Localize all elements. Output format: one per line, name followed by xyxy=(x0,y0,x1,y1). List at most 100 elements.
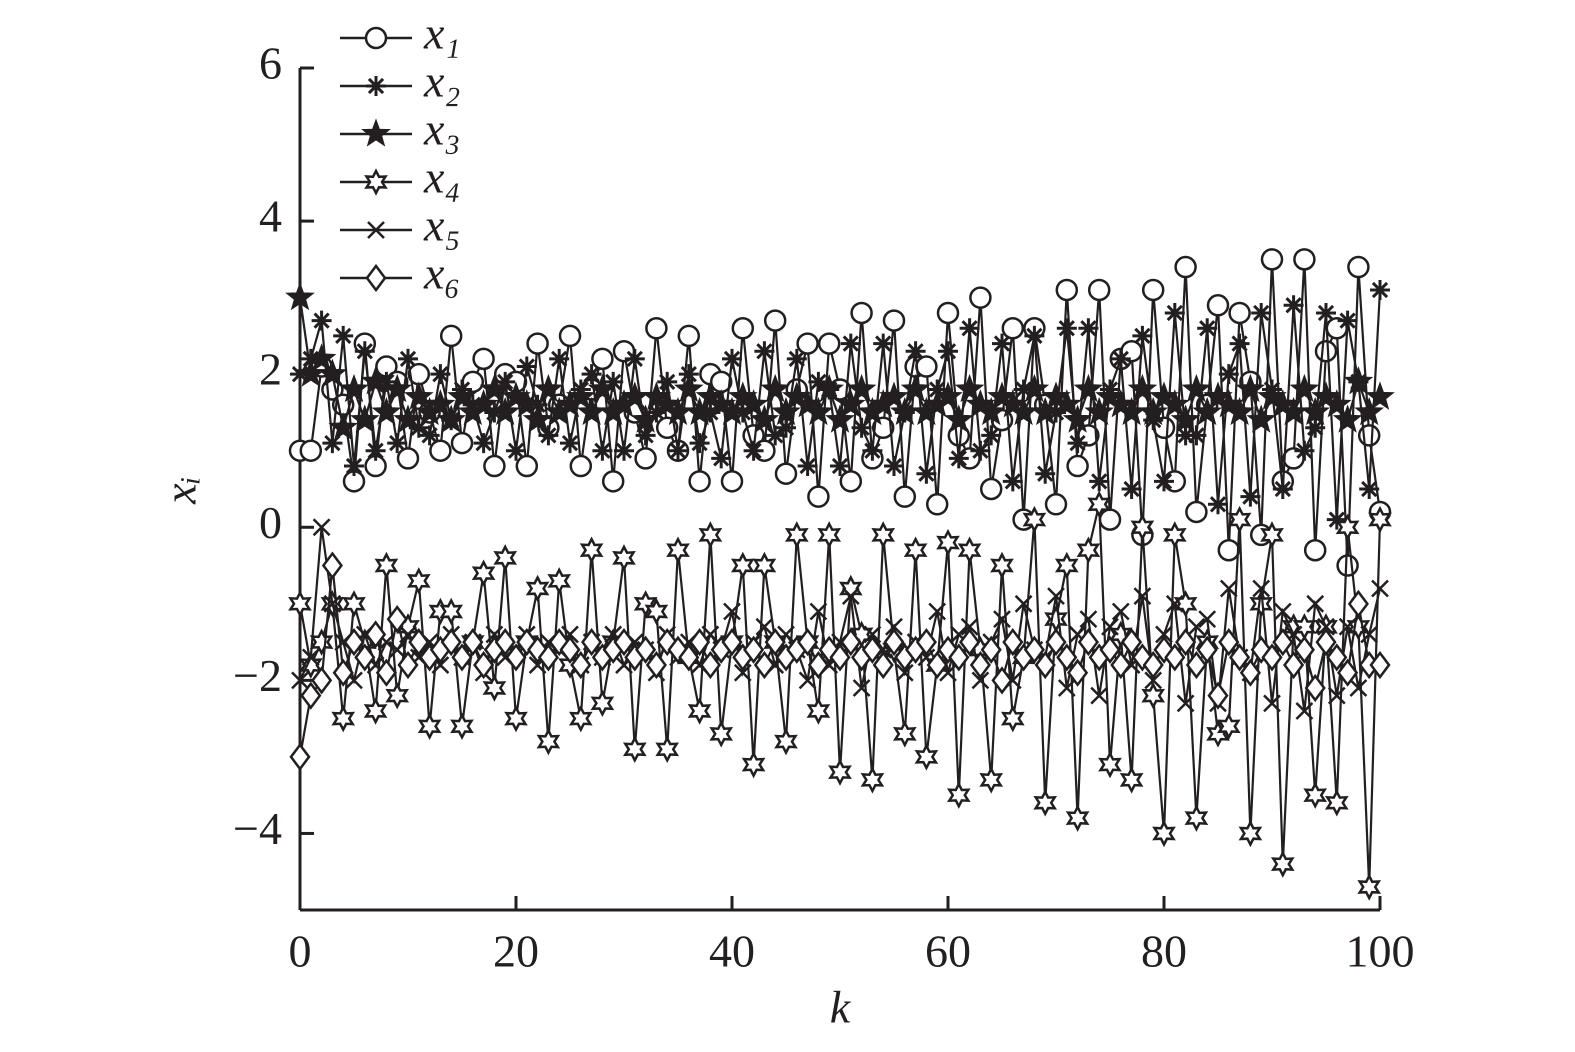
marker xyxy=(439,597,464,626)
marker xyxy=(1030,396,1061,426)
marker xyxy=(776,417,796,438)
marker xyxy=(343,628,365,657)
marker xyxy=(840,628,862,657)
marker xyxy=(493,544,518,572)
marker xyxy=(862,440,883,461)
marker xyxy=(1127,373,1158,403)
y-axis-label: xᵢ xyxy=(155,476,206,505)
marker xyxy=(895,663,914,682)
marker xyxy=(698,521,723,549)
marker xyxy=(798,671,817,690)
marker xyxy=(332,658,354,687)
marker xyxy=(796,332,819,355)
legend-label: x₄ xyxy=(423,152,460,203)
marker xyxy=(872,650,894,680)
marker xyxy=(1208,494,1228,515)
marker xyxy=(1121,479,1142,499)
marker xyxy=(581,628,603,657)
marker xyxy=(1192,396,1223,426)
legend-label: x₆ xyxy=(423,248,460,299)
marker xyxy=(1315,628,1337,657)
marker xyxy=(385,681,410,710)
marker xyxy=(1336,554,1359,577)
marker xyxy=(733,663,752,682)
marker xyxy=(711,448,732,469)
legend-label: x₅ xyxy=(423,200,460,251)
marker xyxy=(1090,686,1109,705)
marker xyxy=(969,286,992,309)
marker xyxy=(349,404,380,433)
marker xyxy=(565,381,596,410)
marker xyxy=(1343,366,1374,395)
marker xyxy=(354,643,376,672)
marker xyxy=(1365,381,1395,410)
marker xyxy=(339,373,369,403)
marker xyxy=(1207,681,1229,710)
marker xyxy=(393,404,423,433)
marker xyxy=(301,648,320,667)
marker xyxy=(807,485,830,508)
marker xyxy=(440,628,462,657)
marker xyxy=(1217,538,1241,562)
marker xyxy=(1371,579,1389,598)
marker xyxy=(311,666,333,695)
marker xyxy=(311,310,332,331)
marker xyxy=(885,617,903,636)
marker xyxy=(1044,493,1068,516)
marker xyxy=(1014,594,1033,613)
marker xyxy=(515,454,539,478)
marker xyxy=(1246,404,1277,433)
legend-marker xyxy=(364,26,388,50)
marker xyxy=(1304,673,1326,703)
marker xyxy=(591,347,614,371)
marker xyxy=(298,651,323,679)
marker xyxy=(450,431,474,455)
marker xyxy=(1155,625,1173,644)
marker xyxy=(439,324,463,348)
marker xyxy=(1067,433,1088,454)
marker xyxy=(425,389,456,418)
marker xyxy=(396,447,420,470)
marker xyxy=(752,551,777,580)
marker xyxy=(749,404,780,433)
marker xyxy=(926,650,948,680)
marker xyxy=(1051,389,1082,418)
marker xyxy=(1073,373,1104,403)
marker xyxy=(633,590,658,618)
marker xyxy=(738,389,769,418)
legend-marker xyxy=(364,168,388,196)
marker xyxy=(1218,628,1240,657)
marker xyxy=(1066,454,1089,478)
marker xyxy=(903,536,928,564)
marker xyxy=(360,366,391,395)
marker xyxy=(1023,635,1045,664)
marker xyxy=(408,628,430,657)
marker xyxy=(1165,594,1184,613)
marker xyxy=(684,396,715,426)
marker xyxy=(979,477,1003,501)
marker xyxy=(1175,628,1197,657)
marker xyxy=(687,697,712,725)
marker xyxy=(365,440,386,461)
marker xyxy=(1174,255,1197,279)
marker xyxy=(1098,508,1122,531)
marker xyxy=(1260,248,1284,271)
marker xyxy=(948,448,969,469)
marker xyxy=(807,650,829,680)
marker xyxy=(743,635,765,664)
marker xyxy=(689,433,710,454)
marker xyxy=(1110,650,1132,680)
marker xyxy=(614,440,634,461)
marker xyxy=(1087,278,1111,302)
marker xyxy=(568,704,593,733)
x-tick-label: 60 xyxy=(925,926,971,977)
marker xyxy=(1056,643,1078,672)
marker xyxy=(558,324,582,348)
marker xyxy=(1349,679,1368,697)
marker xyxy=(721,628,743,657)
marker xyxy=(331,704,356,733)
marker xyxy=(1133,587,1152,606)
marker xyxy=(1185,500,1208,524)
marker xyxy=(646,402,667,423)
marker xyxy=(668,440,688,461)
